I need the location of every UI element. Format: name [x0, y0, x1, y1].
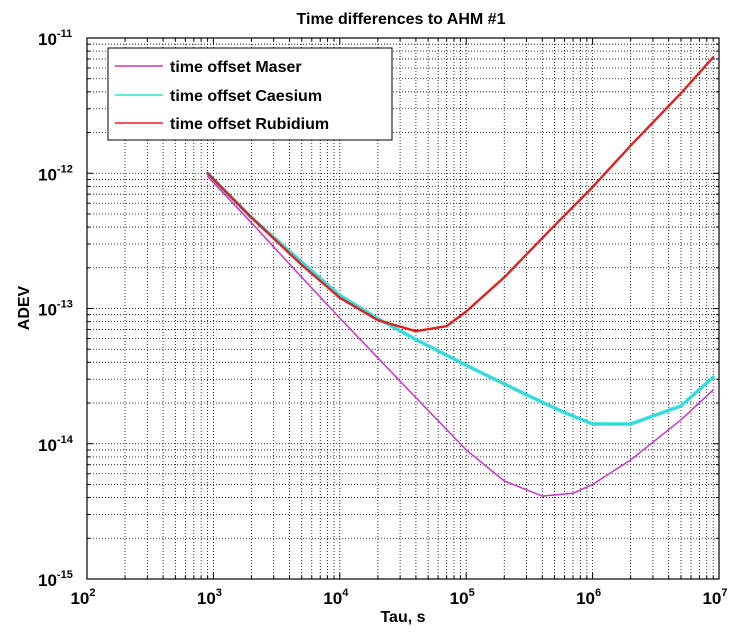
x-tick-label: 102 [70, 587, 95, 608]
x-tick-label: 105 [450, 587, 475, 608]
x-tick-label: 104 [323, 587, 349, 608]
axis-ticks: 102 103 104 105 106 107 10-15 10-14 10-13 10-12 10… [38, 28, 728, 608]
y-tick-label: 10-13 [38, 299, 73, 320]
x-tick-label: 103 [197, 587, 222, 608]
x-tick-label: 107 [702, 587, 727, 608]
chart-title: Time differences to AHM #1 [297, 11, 506, 28]
x-axis-title: Tau, s [380, 609, 425, 626]
series-lines [205, 56, 715, 497]
legend: time offset Maser time offset Caesium ti… [107, 47, 393, 141]
legend-box [107, 47, 393, 141]
y-axis-title: ADEV [16, 285, 33, 330]
y-tick-label: 10-14 [38, 434, 74, 455]
x-tick-label: 106 [576, 587, 601, 608]
legend-label-maser: time offset Maser [170, 59, 302, 76]
y-tick-label: 10-15 [38, 569, 73, 590]
legend-label-rubidium: time offset Rubidium [170, 116, 329, 133]
series-line-rubidium [206, 56, 715, 333]
series-line-maser [206, 175, 714, 497]
y-tick-label: 10-11 [38, 28, 72, 49]
y-tick-label: 10-12 [38, 163, 73, 184]
legend-label-caesium: time offset Caesium [170, 88, 322, 105]
series-line-caesium [205, 171, 715, 426]
